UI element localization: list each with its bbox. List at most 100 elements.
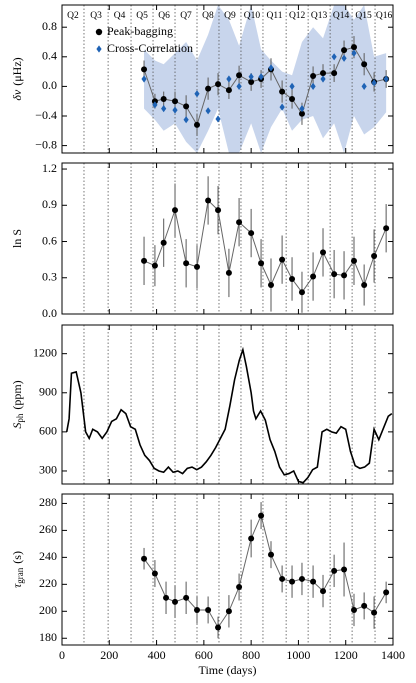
y-tick-label: 280 <box>39 495 57 509</box>
diamond-marker <box>310 82 316 90</box>
circle-marker <box>160 95 167 102</box>
x-tick-label: 0 <box>59 648 65 662</box>
y-tick-label: −0.4 <box>35 108 57 122</box>
circle-marker <box>141 66 148 73</box>
circle-marker <box>341 272 348 279</box>
y-tick-label: 0.9 <box>42 197 57 211</box>
diamond-marker <box>341 54 347 62</box>
diamond-marker <box>331 53 337 61</box>
legend-label: Cross-Correlation <box>107 41 193 55</box>
diamond-marker <box>236 82 242 90</box>
y-axis-label: τgran (s) <box>10 551 25 588</box>
circle-marker <box>289 275 296 282</box>
circle-marker <box>141 555 148 562</box>
diamond-marker <box>194 90 200 98</box>
circle-marker <box>172 598 179 605</box>
axes-frame <box>61 162 394 315</box>
quarter-label: Q11 <box>267 11 283 21</box>
circle-marker <box>236 72 243 79</box>
axes-frame <box>61 493 394 646</box>
y-axis-label: δν (μHz) <box>10 57 24 100</box>
x-tick-label: 600 <box>195 648 213 662</box>
circle-marker <box>163 594 170 601</box>
y-tick-label: 900 <box>39 385 57 399</box>
circle-marker <box>215 624 222 631</box>
diamond-marker <box>289 82 295 90</box>
circle-marker <box>298 289 305 296</box>
y-tick-label: 200 <box>39 603 57 617</box>
circle-marker <box>248 230 255 237</box>
circle-marker <box>215 81 222 88</box>
plot-area <box>83 494 390 645</box>
circle-marker <box>225 269 232 276</box>
diamond-marker <box>279 103 285 111</box>
circle-marker <box>310 578 317 585</box>
legend-marker <box>96 45 102 53</box>
circle-marker <box>331 70 338 77</box>
circle-marker <box>236 219 243 226</box>
circle-marker <box>383 589 390 596</box>
diamond-marker <box>383 75 389 83</box>
circle-marker <box>258 260 265 267</box>
circle-marker <box>194 263 201 270</box>
x-tick-label: 1000 <box>286 648 310 662</box>
y-label-unit: (s) <box>10 551 24 564</box>
circle-marker <box>298 110 305 117</box>
y-label-unit: (ppm) <box>10 380 24 409</box>
diamond-marker <box>161 105 167 113</box>
circle-marker <box>215 207 222 214</box>
x-tick-label: 1200 <box>334 648 358 662</box>
circle-marker <box>320 588 327 595</box>
circle-marker <box>320 249 327 256</box>
y-tick-label: 1.2 <box>42 161 57 175</box>
plot-area <box>83 5 390 153</box>
circle-marker <box>248 78 255 85</box>
quarter-label: Q9 <box>224 11 236 21</box>
circle-marker <box>141 257 148 264</box>
x-tick-label: 800 <box>242 648 260 662</box>
quarter-label: Q15 <box>355 11 372 21</box>
circle-marker <box>248 535 255 542</box>
circle-marker <box>331 567 338 574</box>
diamond-marker <box>183 116 189 124</box>
quarter-label: Q13 <box>311 11 328 21</box>
y-tick-label: 240 <box>39 549 57 563</box>
y-label-main: S <box>10 423 24 429</box>
circle-marker <box>350 606 357 613</box>
circle-marker <box>151 262 158 269</box>
x-tick-label: 1400 <box>381 648 405 662</box>
x-tick-label: 400 <box>148 648 166 662</box>
x-axis-label: Time (days) <box>199 663 257 677</box>
y-tick-label: 0.0 <box>42 78 57 92</box>
quarter-label: Q14 <box>333 11 350 21</box>
diamond-marker <box>299 105 305 113</box>
circle-marker <box>361 61 368 68</box>
y-tick-label: 0.3 <box>42 270 57 284</box>
circle-marker <box>383 225 390 232</box>
y-label-main: τ <box>10 583 24 588</box>
circle-marker <box>310 273 317 280</box>
circle-marker <box>194 121 201 128</box>
y-label-sub: ph <box>15 413 25 423</box>
circle-marker <box>225 608 232 615</box>
plot-area <box>65 325 393 484</box>
diamond-marker <box>248 73 254 81</box>
quarter-label: Q10 <box>244 11 261 21</box>
circle-marker <box>320 70 327 77</box>
diamond-marker <box>258 73 264 81</box>
circle-marker <box>205 606 212 613</box>
connecting-line <box>143 199 387 294</box>
diamond-marker <box>351 49 357 57</box>
circle-marker <box>361 282 368 289</box>
y-axis-label: ln S <box>10 229 24 248</box>
y-label-main: δν <box>10 89 24 101</box>
diamond-marker <box>172 106 178 114</box>
diamond-marker <box>226 75 232 83</box>
circle-marker <box>268 551 275 558</box>
quarter-label: Q3 <box>90 11 102 21</box>
circle-marker <box>279 256 286 263</box>
circle-marker <box>350 44 357 51</box>
quarter-label: Q4 <box>114 11 126 21</box>
circle-marker <box>205 197 212 204</box>
circle-marker <box>310 73 317 80</box>
